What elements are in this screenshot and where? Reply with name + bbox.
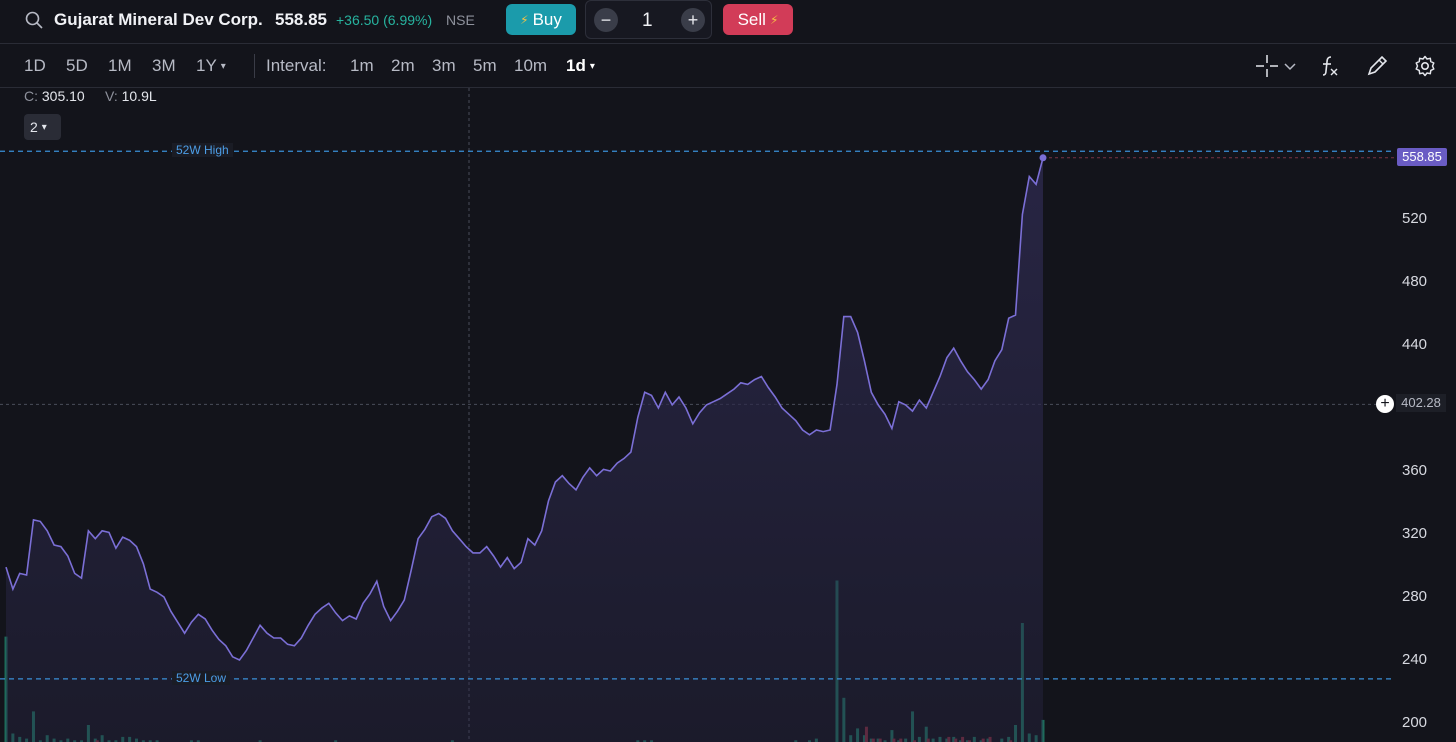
52w-high-label: 52W High — [172, 143, 233, 158]
price-tick-label: 320 — [1402, 525, 1428, 542]
decrement-button[interactable]: − — [594, 8, 618, 32]
crosshair-price-tag: 402.28 — [1396, 394, 1446, 412]
draw-pencil-icon[interactable] — [1365, 54, 1389, 78]
price-area-fill — [6, 157, 1043, 742]
range-1m[interactable]: 1M — [108, 56, 132, 75]
price-change: +36.50 (6.99%) — [336, 12, 433, 28]
price-tick-label: 480 — [1402, 273, 1428, 290]
symbol-name[interactable]: Gujarat Mineral Dev Corp. — [54, 10, 263, 29]
last-price-dot — [1039, 154, 1047, 162]
volume-label: V: — [105, 88, 118, 104]
buy-button[interactable]: ⚡ Buy — [506, 4, 576, 35]
price-tick-label: 280 — [1402, 588, 1428, 605]
series-selector[interactable]: 2 ▾ — [24, 114, 61, 140]
bolt-icon: ⚡ — [520, 12, 529, 27]
search-icon[interactable] — [24, 10, 44, 30]
interval-3m[interactable]: 3m — [432, 56, 456, 75]
increment-button[interactable]: + — [681, 8, 705, 32]
chevron-down-icon: ▾ — [41, 122, 47, 133]
top-bar: Gujarat Mineral Dev Corp. 558.85 +36.50 … — [0, 0, 1456, 44]
close-label: C: — [24, 88, 38, 104]
chevron-down-icon[interactable] — [1283, 54, 1297, 78]
price-tick-label: 440 — [1402, 336, 1428, 353]
range-3m[interactable]: 3M — [152, 56, 176, 75]
bolt-icon: ⚡ — [769, 12, 779, 27]
chart-toolbar: 1D 5D 1M 3M 1Y ▾ Interval: 1m 2m 3m 5m 10… — [0, 44, 1456, 88]
range-1d[interactable]: 1D — [24, 56, 46, 75]
indicators-fx-icon[interactable] — [1317, 54, 1341, 78]
crosshair-icon[interactable] — [1255, 54, 1279, 78]
last-traded-price: 558.85 — [275, 10, 327, 29]
price-chart[interactable] — [0, 88, 1456, 742]
sell-button[interactable]: Sell ⚡ — [723, 4, 793, 35]
sell-label: Sell — [737, 9, 766, 29]
range-5d[interactable]: 5D — [66, 56, 88, 75]
add-alert-plus-icon[interactable]: + — [1376, 395, 1394, 413]
volume-value: 10.9L — [121, 88, 157, 104]
last-price-tag: 558.85 — [1397, 148, 1447, 166]
price-tick-label: 520 — [1402, 210, 1428, 227]
volume-readout: V: 10.9L — [105, 88, 157, 104]
interval-5m[interactable]: 5m — [473, 56, 497, 75]
close-value: 305.10 — [41, 88, 85, 104]
toolbar-divider — [254, 54, 255, 78]
chevron-down-icon: ▾ — [220, 61, 226, 72]
interval-2m[interactable]: 2m — [391, 56, 415, 75]
settings-gear-icon[interactable] — [1413, 54, 1437, 78]
close-readout: C: 305.10 — [24, 88, 85, 104]
quantity-stepper[interactable]: − 1 + — [585, 0, 712, 39]
interval-1d[interactable]: 1d ▾ — [566, 56, 595, 75]
interval-1m[interactable]: 1m — [350, 56, 374, 75]
price-tick-label: 200 — [1402, 714, 1428, 731]
quantity-value[interactable]: 1 — [642, 10, 653, 31]
interval-label: Interval: — [266, 56, 327, 75]
buy-label: Buy — [532, 9, 562, 29]
exchange-label: NSE — [446, 12, 475, 28]
interval-10m[interactable]: 10m — [514, 56, 548, 75]
chevron-down-icon: ▾ — [589, 61, 595, 72]
price-line — [5, 157, 1044, 662]
range-1y[interactable]: 1Y ▾ — [196, 56, 226, 75]
52w-low-label: 52W Low — [172, 670, 231, 685]
price-tick-label: 240 — [1402, 651, 1428, 668]
price-tick-label: 360 — [1402, 462, 1428, 479]
